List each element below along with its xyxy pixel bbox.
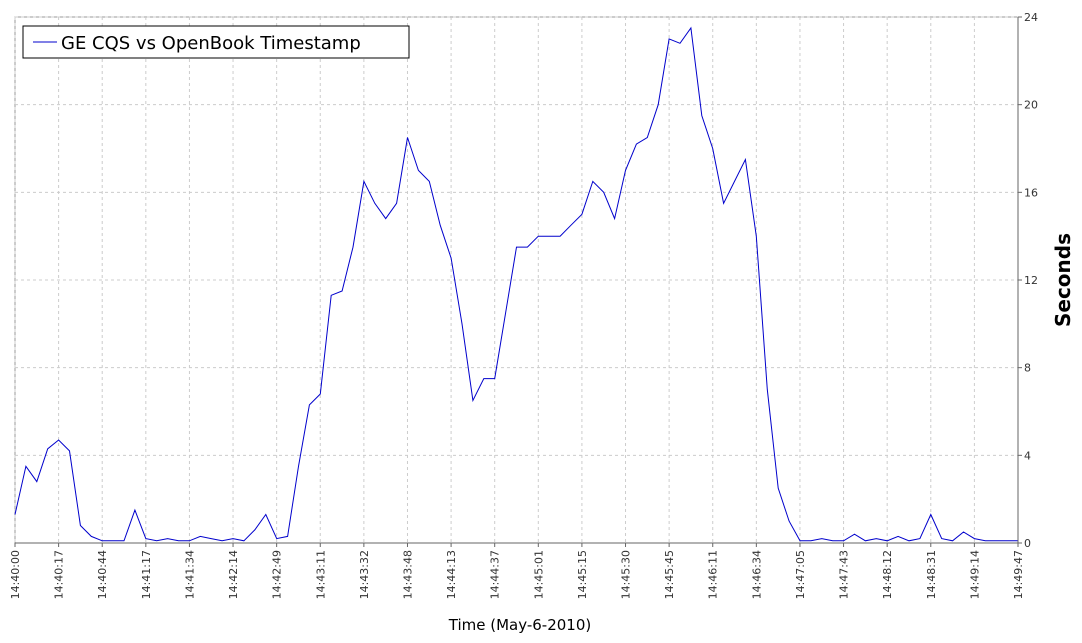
legend-box [22, 25, 410, 59]
y-tick-label: 8 [1024, 362, 1031, 375]
line [14, 26, 1018, 542]
x-tick-label: 14:43:11 [314, 550, 327, 599]
x-tick-label: 14:44:37 [489, 550, 502, 599]
y-tick-label: 24 [1024, 11, 1038, 24]
x-tick-label: 14:46:34 [750, 550, 763, 599]
x-tick-label: 14:48:31 [925, 550, 938, 599]
x-tick-label: 14:41:17 [140, 550, 153, 599]
x-tick-label: 14:45:30 [620, 550, 633, 599]
x-tick-label: 14:48:12 [881, 550, 894, 599]
y-tick-label: 4 [1024, 449, 1031, 462]
x-tick-label: 14:43:32 [358, 550, 371, 599]
x-tick-label: 14:46:11 [707, 550, 720, 599]
x-tick-label: 14:49:47 [1012, 550, 1025, 599]
x-tick-label: 14:42:14 [227, 550, 240, 599]
legend-label: GE CQS vs OpenBook Timestamp [61, 33, 361, 54]
x-tick-label: 14:40:17 [53, 550, 66, 599]
x-tick-label: 14:40:00 [9, 550, 22, 599]
y-tick-label: 16 [1024, 186, 1038, 199]
y-axis-label: Seconds [1051, 233, 1075, 327]
x-tick-label: 14:45:01 [532, 550, 545, 599]
x-tick-label: 14:45:45 [663, 550, 676, 599]
x-tick-label: 14:47:43 [838, 550, 851, 599]
y-tick-label: 0 [1024, 537, 1031, 550]
x-tick-label: 14:40:44 [96, 550, 109, 599]
x-tick-label: 14:43:48 [401, 550, 414, 599]
x-tick-label: 14:45:15 [576, 550, 589, 599]
x-tick-label: 14:49:14 [968, 550, 981, 599]
x-tick-label: 14:44:13 [445, 550, 458, 599]
x-tick-label: 14:41:34 [183, 550, 196, 599]
x-axis-label: Time (May-6-2010) [448, 616, 591, 634]
x-tick-label: 14:47:05 [794, 550, 807, 599]
y-tick-label: 20 [1024, 99, 1038, 112]
x-tick-label: 14:42:49 [271, 550, 284, 599]
y-tick-label: 12 [1024, 274, 1038, 287]
